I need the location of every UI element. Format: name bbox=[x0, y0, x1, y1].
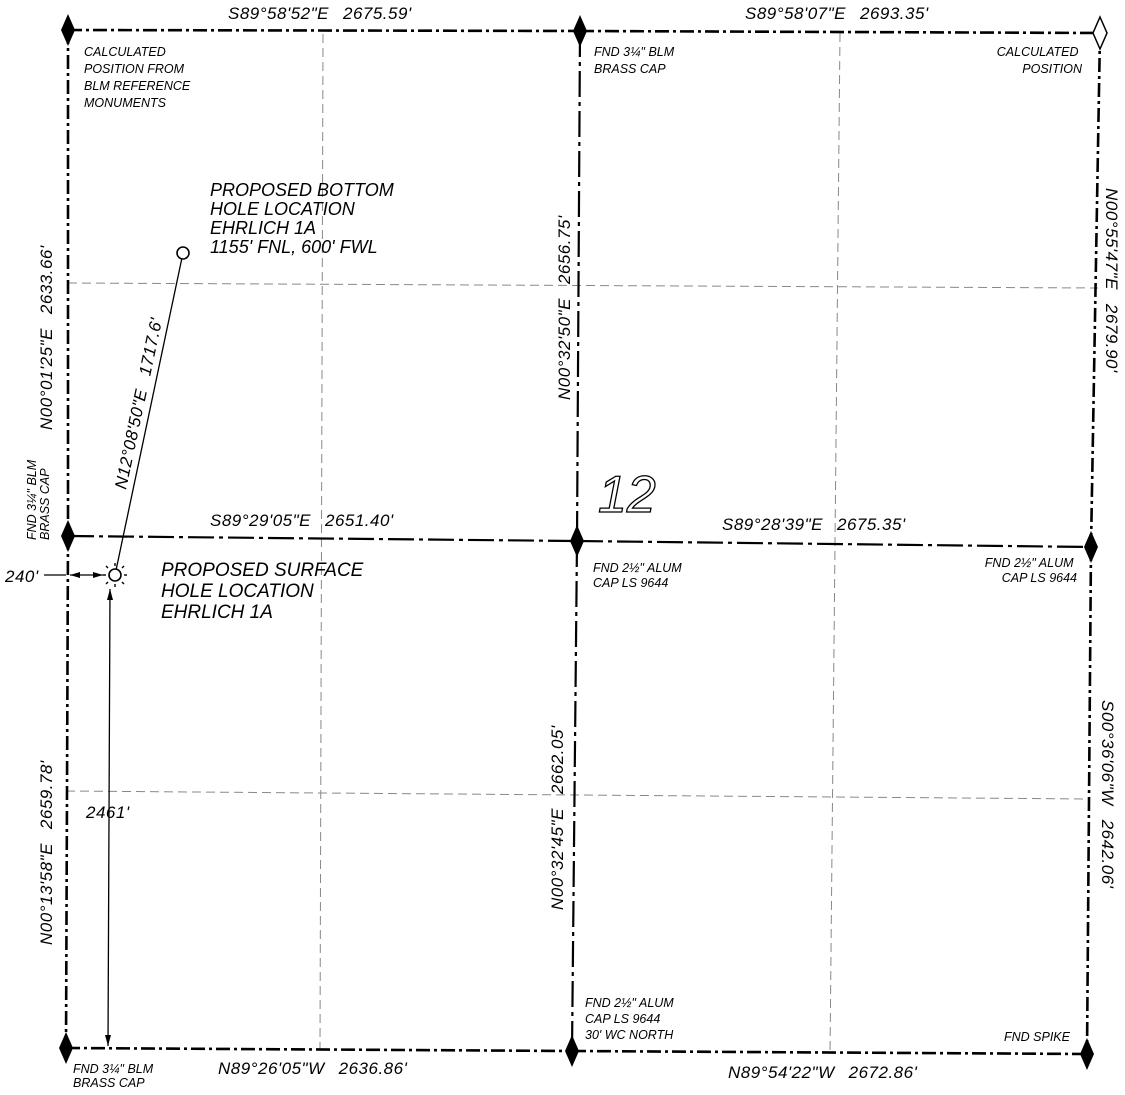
mid-east-bearing: S89°28'39"E bbox=[722, 515, 823, 534]
monument-s-icon bbox=[565, 1035, 579, 1067]
svg-text:N00°01'25"E2633.66': N00°01'25"E2633.66' bbox=[37, 245, 56, 430]
svg-text:S00°36'06"W2642.06': S00°36'06"W2642.06' bbox=[1098, 700, 1117, 889]
north-east-distance: 2693.35' bbox=[859, 4, 929, 23]
south-east-bearing: N89°54'22"W bbox=[728, 1063, 836, 1082]
offset-west-label: 240' bbox=[4, 567, 39, 586]
monument-notes: CALCULATED POSITION FROM BLM REFERENCE M… bbox=[25, 45, 1083, 1090]
monument-w-icon bbox=[61, 520, 75, 552]
section-number: 12 bbox=[598, 466, 656, 524]
svg-text:FND 3¼" BLM BRASS CAP: FND 3¼" BLM BRASS CAP bbox=[594, 45, 678, 76]
well-path-line bbox=[114, 252, 184, 576]
svg-text:N00°32'50"E2656.75': N00°32'50"E2656.75' bbox=[555, 215, 574, 400]
svg-text:CALCULATED POSITION: CALCULATED POSITION bbox=[997, 45, 1083, 76]
north-east-bearing: S89°58'07"E bbox=[745, 4, 846, 23]
surface-hole-icon bbox=[103, 563, 127, 587]
south-east-distance: 2672.86' bbox=[848, 1063, 918, 1082]
south-west-bearing: N89°26'05"W bbox=[218, 1059, 326, 1078]
well-path-distance: 1717.6' bbox=[135, 316, 166, 378]
south-west-distance: 2636.86' bbox=[338, 1059, 408, 1078]
offset-south-dimension bbox=[105, 588, 113, 1047]
svg-text:FND 3¼" BLM BRASS CAP: FND 3¼" BLM BRASS CAP bbox=[73, 1062, 157, 1090]
svg-text:FND SPIKE: FND SPIKE bbox=[1004, 1030, 1071, 1044]
monuments bbox=[59, 14, 1108, 1070]
svg-text:N00°55'47"E2679.90': N00°55'47"E2679.90' bbox=[1102, 188, 1121, 373]
monument-n-icon bbox=[573, 15, 587, 47]
monument-ne-icon bbox=[1092, 15, 1108, 51]
offset-south-label: 2461' bbox=[85, 803, 130, 822]
mid-east-distance: 2675.35' bbox=[836, 515, 906, 534]
svg-text:N00°32'45"E2662.05': N00°32'45"E2662.05' bbox=[548, 725, 567, 910]
svg-text:N00°13'58"E2659.78': N00°13'58"E2659.78' bbox=[37, 760, 56, 945]
monument-sw-icon bbox=[59, 1032, 73, 1064]
monument-c-icon bbox=[570, 525, 584, 557]
monument-nw-icon bbox=[61, 14, 75, 46]
north-west-distance: 2675.59' bbox=[342, 4, 412, 23]
svg-text:FND 2½" ALUM CAP LS 9644: FND 2½" ALUM CAP LS 9644 30' WC NORTH bbox=[585, 996, 677, 1042]
svg-text:FND 3¼" BLM BRASS CAP: FND 3¼" BLM BRASS CAP bbox=[25, 456, 52, 540]
svg-text:FND 2½" ALUM CAP LS 9644: FND 2½" ALUM CAP LS 9644 bbox=[593, 561, 685, 590]
north-west-bearing: S89°58'52"E bbox=[228, 4, 329, 23]
offset-west-dimension bbox=[44, 572, 103, 578]
svg-text:CALCULATED POSITION FROM: CALCULATED POSITION FROM BLM REFERENCE M… bbox=[84, 45, 194, 110]
bearing-labels: S89°58'52"E 2675.59' S89°58'07"E 2693.35' … bbox=[210, 4, 929, 1082]
well-path-bearing: N12°08'50"E bbox=[111, 387, 151, 491]
mid-west-bearing: S89°29'05"E bbox=[210, 511, 311, 530]
monument-e-icon bbox=[1084, 531, 1098, 563]
bottom-hole-icon bbox=[176, 246, 190, 260]
mid-west-distance: 2651.40' bbox=[324, 511, 394, 530]
monument-se-icon bbox=[1080, 1038, 1094, 1070]
section-boundaries bbox=[64, 28, 1102, 1056]
bottom-hole-note: PROPOSED BOTTOM HOLE LOCATION EHRLICH 1A… bbox=[210, 180, 399, 257]
svg-text:FND 2½" ALUM CAP LS 9644: FND 2½" ALUM CAP LS 9644 bbox=[985, 556, 1077, 585]
surface-hole-note: PROPOSED SURFACE HOLE LOCATION EHRLICH 1… bbox=[161, 560, 369, 623]
